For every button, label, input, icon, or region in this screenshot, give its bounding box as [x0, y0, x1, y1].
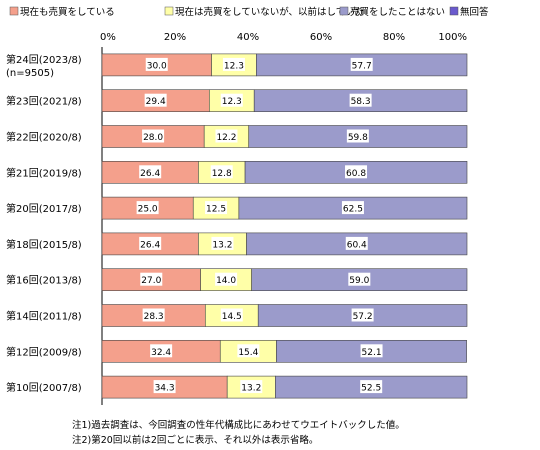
category-label: 第24回(2023/8)	[6, 53, 82, 66]
x-tick-label: 20%	[164, 32, 186, 43]
data-label-bg	[345, 236, 368, 250]
data-label-bg	[341, 201, 364, 215]
data-label: 32.4	[151, 348, 171, 358]
data-label: 60.4	[347, 240, 367, 250]
category-label: 第18回(2015/8)	[6, 238, 82, 251]
x-tick-label: 0%	[100, 32, 116, 43]
data-label: 62.5	[343, 205, 363, 215]
data-label: 12.5	[206, 205, 226, 215]
data-label-bg	[222, 57, 245, 71]
data-label-bg	[150, 344, 173, 358]
data-label: 57.7	[352, 61, 372, 71]
data-label-bg	[142, 129, 165, 143]
data-label: 57.2	[353, 312, 373, 322]
category-label: 第10回(2007/8)	[6, 381, 82, 394]
data-label: 30.0	[147, 61, 167, 71]
data-label: 52.5	[361, 384, 381, 394]
data-label-bg	[350, 57, 373, 71]
category-label: 第20回(2017/8)	[6, 202, 82, 215]
data-label: 25.0	[138, 205, 158, 215]
x-tick-label: 60%	[310, 32, 332, 43]
x-tick-label: 100%	[438, 32, 467, 43]
category-label: 第12回(2009/8)	[6, 345, 82, 358]
data-label-bg	[348, 272, 371, 286]
data-label: 59.8	[348, 133, 368, 143]
data-label-bg	[220, 308, 243, 322]
category-label: 第22回(2020/8)	[6, 131, 82, 144]
data-label-bg	[142, 308, 165, 322]
x-tick-label: 80%	[383, 32, 405, 43]
data-label: 52.1	[362, 348, 382, 358]
data-label: 13.2	[212, 240, 232, 250]
data-label-bg	[139, 165, 162, 179]
data-label-bg	[360, 344, 383, 358]
data-label: 14.0	[216, 276, 236, 286]
legend-swatch	[164, 6, 174, 16]
data-label: 27.0	[141, 276, 161, 286]
data-label-bg	[346, 129, 369, 143]
data-label-bg	[240, 380, 263, 394]
legend-label: 無回答	[460, 6, 489, 18]
data-label-bg	[140, 272, 163, 286]
data-label: 12.3	[224, 61, 244, 71]
data-label-bg	[144, 93, 167, 107]
data-label: 15.4	[238, 348, 258, 358]
footnote-2: 注2)第20回以前は2回ごとに表示、それ以外は表示省略。	[72, 435, 319, 446]
footnotes: 注1)過去調査は、今回調査の性年代構成比にあわせてウエイトバックした値。 注2)…	[72, 418, 405, 448]
data-label: 26.4	[140, 240, 160, 250]
category-label: 第16回(2013/8)	[6, 274, 82, 287]
data-label-bg	[220, 93, 243, 107]
data-label-bg	[360, 380, 383, 394]
legend-label: 売買をしたことはない	[350, 6, 445, 18]
data-label-bg	[237, 344, 260, 358]
data-label-bg	[215, 272, 238, 286]
legend-label: 現在は売買をしていないが、以前はしていた	[175, 6, 364, 18]
data-label: 28.3	[144, 312, 164, 322]
data-label-bg	[139, 236, 162, 250]
category-label: 第14回(2011/8)	[6, 310, 82, 323]
data-label-bg	[215, 129, 238, 143]
data-label: 13.2	[241, 384, 261, 394]
data-label: 14.5	[222, 312, 242, 322]
data-label: 29.4	[146, 97, 166, 107]
data-label: 26.4	[140, 169, 160, 179]
category-label: 第21回(2019/8)	[6, 166, 82, 179]
data-label: 34.3	[155, 384, 175, 394]
legend-swatch	[449, 6, 459, 16]
footnote-1: 注1)過去調査は、今回調査の性年代構成比にあわせてウエイトバックした値。	[72, 420, 405, 431]
data-label: 59.0	[349, 276, 369, 286]
data-label: 12.2	[216, 133, 236, 143]
data-label: 60.8	[346, 169, 366, 179]
data-label-bg	[349, 93, 372, 107]
data-label-bg	[210, 165, 233, 179]
x-tick-label: 40%	[237, 32, 259, 43]
legend-swatch	[339, 6, 349, 16]
data-label-bg	[136, 201, 159, 215]
data-label-bg	[205, 201, 228, 215]
stacked-bar-chart: 現在も売買をしている 現在は売買をしていないが、以前はしていた売買をしたことはない…	[6, 6, 489, 405]
data-label-bg	[351, 308, 374, 322]
legend-swatch	[9, 6, 19, 16]
category-label: 第23回(2021/8)	[6, 95, 82, 108]
data-label-bg	[211, 236, 234, 250]
data-label: 12.8	[212, 169, 232, 179]
category-sublabel: (n=9505)	[6, 68, 54, 79]
data-label-bg	[345, 165, 368, 179]
data-label: 28.0	[143, 133, 163, 143]
data-label-bg	[145, 57, 168, 71]
data-label: 58.3	[351, 97, 371, 107]
legend-label: 現在も売買をしている	[20, 6, 115, 18]
data-label-bg	[153, 380, 176, 394]
data-label: 12.3	[222, 97, 242, 107]
